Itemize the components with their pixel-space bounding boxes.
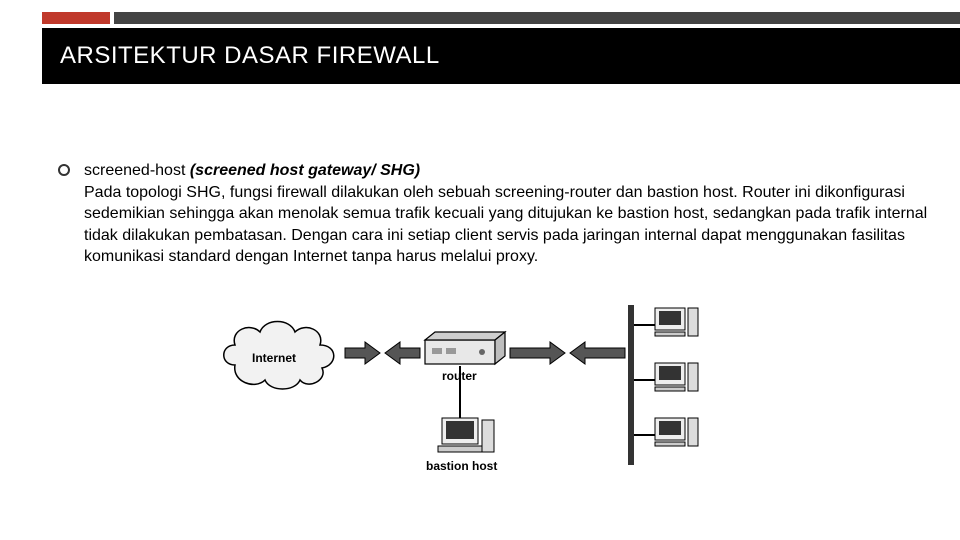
bullet-marker-icon [58,164,70,176]
workstation-1-icon [634,308,698,336]
bullet-heading-italic: (screened host gateway/ SHG) [190,162,420,179]
bullet-body: Pada topologi SHG, fungsi firewall dilak… [84,184,927,266]
lan-backbone-icon [628,305,634,465]
bastion-host-icon: bastion host [426,418,497,473]
arrow-router-lan-icon [510,342,625,364]
slide-title: ARSITEKTUR DASAR FIREWALL [60,42,440,70]
network-diagram: Internet router [210,300,750,490]
content-area: screened-host (screened host gateway/ SH… [58,160,930,268]
accent-block [42,12,110,24]
arrow-cloud-router-icon [345,342,420,364]
workstation-2-icon [634,363,698,391]
bullet-heading-plain: screened-host [84,162,190,179]
router-icon: router [425,332,505,383]
internet-cloud-icon: Internet [224,322,334,390]
bullet-text: screened-host (screened host gateway/ SH… [84,160,930,268]
slide-top-bar [42,12,960,24]
dark-block [114,12,960,24]
bastion-label: bastion host [426,459,497,473]
title-band: ARSITEKTUR DASAR FIREWALL [42,28,960,84]
workstation-3-icon [634,418,698,446]
bullet-item: screened-host (screened host gateway/ SH… [58,160,930,268]
internet-label: Internet [252,351,296,365]
